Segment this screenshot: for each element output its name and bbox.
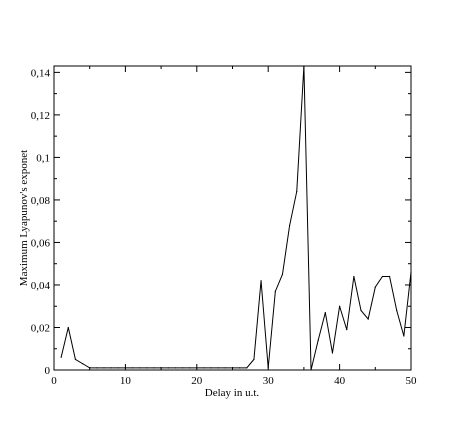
data-point [353,275,355,278]
data-point [210,367,212,369]
data-point [103,367,105,369]
y-tick-labels: 0 0,02 0,04 0,06 0,08 0,1 0,12 0,14 [31,67,51,377]
y-tick-label: 0,1 [36,152,50,164]
data-point [381,275,384,278]
data-point [367,318,369,320]
x-tick-label: 30 [263,375,275,387]
data-point [189,367,191,369]
data-point [60,356,62,358]
data-point [346,329,348,331]
data-point [153,367,155,369]
data-point [303,65,305,67]
y-tick-label: 0,08 [31,195,51,207]
data-point [74,358,77,360]
data-point [267,367,269,369]
data-point [339,305,341,307]
data-point [167,367,169,369]
y-tick-label: 0,06 [31,237,51,249]
data-point [317,339,319,341]
data-point [360,309,362,312]
data-point [96,367,98,369]
x-tick-label: 0 [51,375,57,387]
data-point [224,367,226,369]
axis-ticks [53,66,412,371]
data-point [139,367,141,369]
plot-frame [53,65,412,371]
y-tick-label: 0,12 [31,110,50,122]
data-point [374,286,376,288]
data-point [217,367,219,369]
data-point [89,367,91,369]
data-point [81,363,84,365]
data-point [246,367,248,369]
data-point [289,224,291,227]
data-point [253,358,255,360]
x-axis-title: Delay in u.t. [205,387,260,399]
data-point [281,273,284,275]
data-point [274,290,276,292]
data-point [146,367,148,369]
x-tick-label: 10 [120,375,132,387]
y-tick-label: 0,02 [31,322,50,334]
data-points [60,65,412,371]
x-tick-labels: 0 10 20 30 40 50 [51,375,417,387]
y-tick-label: 0 [45,365,51,377]
data-point [131,367,134,369]
data-point [181,367,184,369]
x-tick-label: 40 [334,375,346,387]
x-tick-label: 50 [406,375,418,387]
data-point [388,275,391,278]
data-point [324,312,326,314]
y-tick-label: 0,04 [31,280,51,292]
y-tick-label: 0,14 [31,67,51,79]
data-point [396,309,398,312]
x-tick-label: 20 [191,375,203,387]
data-point [124,367,126,369]
data-point [260,280,262,282]
data-point [331,352,334,354]
data-point [231,367,234,369]
data-point [296,190,298,193]
data-point [310,369,312,371]
data-point [239,367,241,369]
data-point [174,367,176,369]
data-point [203,367,205,369]
series-line [60,65,412,371]
data-point [110,367,112,369]
data-point [67,326,69,329]
data-point [196,367,198,369]
data-point [403,335,405,337]
y-axis-title: Maximum Lyapunov's exponet [18,150,30,286]
data-point [410,271,412,273]
data-point [117,367,119,369]
data-point [160,367,162,369]
